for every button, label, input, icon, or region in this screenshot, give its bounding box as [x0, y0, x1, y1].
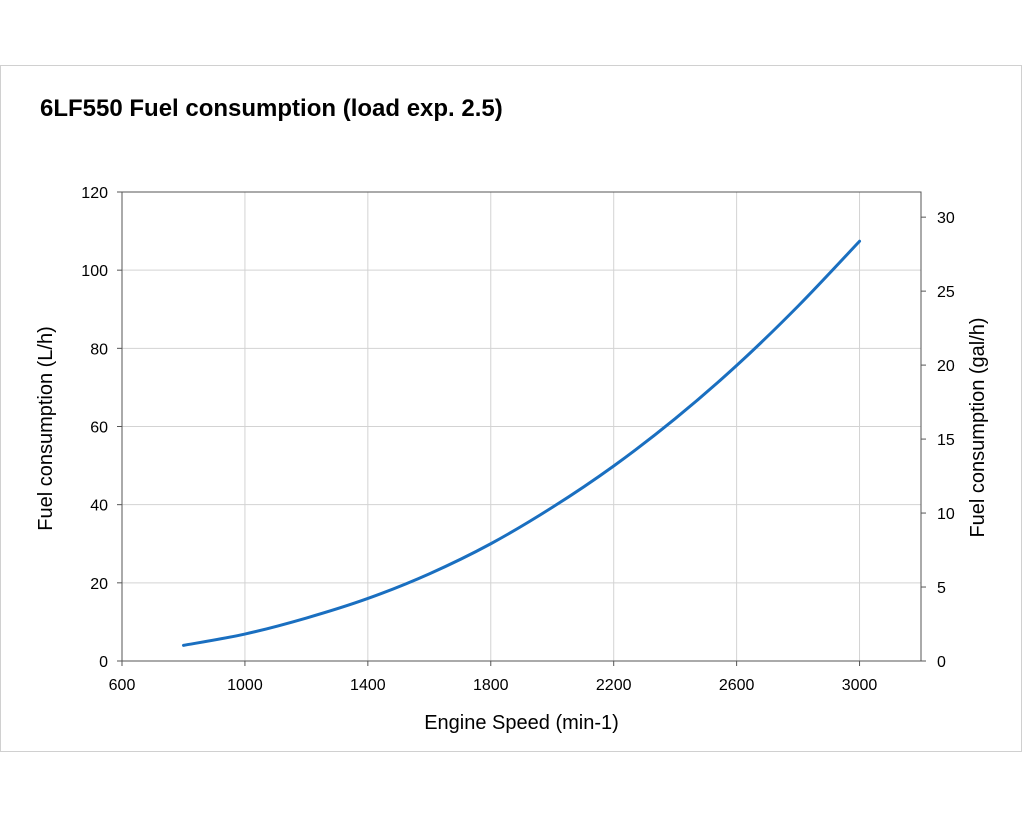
- y-tick-label: 80: [90, 341, 108, 358]
- x-tick-label: 1000: [227, 677, 263, 694]
- y-axis-title: Fuel consumption (L/h): [35, 326, 57, 531]
- tick-marks: [117, 191, 926, 666]
- y-tick-label: 60: [90, 420, 108, 437]
- y2-tick-label: 30: [937, 210, 955, 227]
- y2-tick-label: 0: [937, 654, 946, 671]
- x-axis-title: Engine Speed (min-1): [424, 712, 619, 734]
- x-tick-label: 1800: [473, 677, 509, 694]
- y2-tick-label: 5: [937, 580, 946, 597]
- y2-tick-label: 25: [937, 284, 955, 301]
- y2-tick-label: 20: [937, 358, 955, 375]
- x-tick-label: 2600: [719, 677, 755, 694]
- chart-title: 6LF550 Fuel consumption (load exp. 2.5): [40, 95, 503, 122]
- tick-labels: 600 1000 1400 1800 2200 2600 30000204060801001…: [81, 185, 955, 694]
- grid-lines: [122, 192, 921, 661]
- y-tick-label: 0: [99, 654, 108, 671]
- y-tick-label: 120: [81, 185, 108, 202]
- y-tick-label: 40: [90, 498, 108, 515]
- series-layer: [181, 239, 862, 647]
- y2-tick-label: 15: [937, 432, 955, 449]
- y2-axis-title: Fuel consumption (gal/h): [967, 317, 989, 537]
- x-tick-label: 2200: [596, 677, 632, 694]
- chart-frame: [0, 65, 1022, 752]
- x-tick-label: 600: [109, 677, 136, 694]
- y-tick-label: 100: [81, 263, 108, 280]
- y2-tick-label: 10: [937, 506, 955, 523]
- x-tick-label: 1400: [350, 677, 386, 694]
- series-line-0: [181, 239, 862, 647]
- x-tick-label: 3000: [842, 677, 878, 694]
- y-tick-label: 20: [90, 576, 108, 593]
